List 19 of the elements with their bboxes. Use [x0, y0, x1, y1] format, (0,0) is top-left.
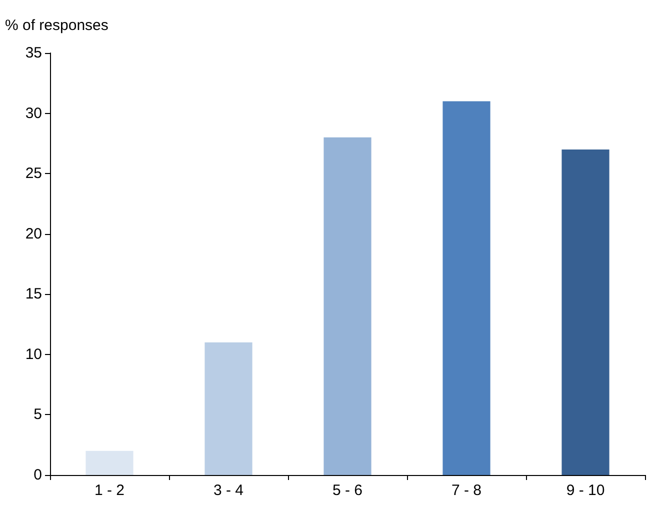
y-tick-label: 30 [25, 104, 42, 122]
bar [86, 450, 134, 475]
x-tick-label: 1 - 2 [94, 482, 125, 499]
bar [442, 101, 490, 475]
y-tick-label: 15 [25, 286, 42, 303]
y-tick-label: 35 [25, 44, 42, 62]
bar [324, 137, 372, 475]
x-tick-label: 5 - 6 [332, 482, 363, 499]
y-tick-label: 5 [34, 406, 42, 424]
y-axis-title: % of responses [5, 17, 108, 34]
y-tick-label: 0 [34, 466, 42, 484]
x-tick-label: 9 - 10 [566, 482, 605, 499]
bar [562, 149, 610, 475]
y-tick-label: 25 [25, 165, 42, 182]
x-tick-label: 7 - 8 [451, 482, 482, 499]
y-tick-label: 20 [25, 225, 42, 242]
bar [204, 342, 252, 475]
x-tick-label: 3 - 4 [213, 482, 244, 499]
y-tick-label: 10 [25, 346, 42, 363]
